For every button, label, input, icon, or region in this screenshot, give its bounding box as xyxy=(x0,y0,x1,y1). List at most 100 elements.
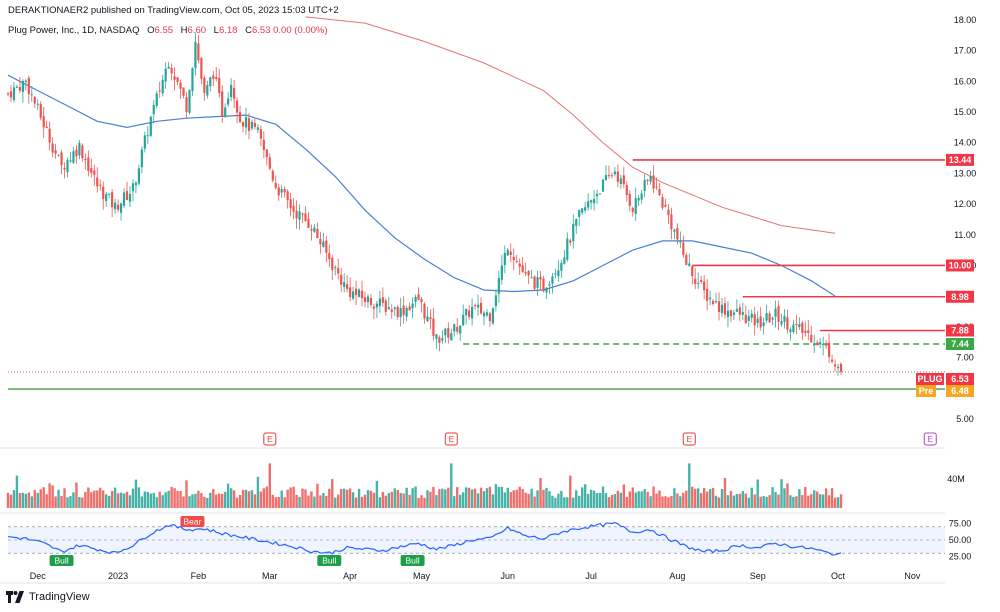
candle-body xyxy=(735,309,738,312)
volume-bar xyxy=(818,494,822,508)
volume-bar xyxy=(625,496,628,508)
earnings-marker[interactable]: E xyxy=(263,432,277,446)
volume-bar xyxy=(271,494,274,508)
candle-body xyxy=(619,178,622,185)
volume-bar xyxy=(283,497,286,508)
candle-body xyxy=(744,314,747,324)
candle-body xyxy=(753,314,756,326)
time-axis-tick: 2023 xyxy=(108,571,128,581)
candle-body xyxy=(711,300,715,304)
volume-bar xyxy=(664,496,667,508)
candle-body xyxy=(51,143,54,153)
volume-bar xyxy=(185,480,188,508)
candle-body xyxy=(399,308,402,318)
volume-bar xyxy=(691,486,694,508)
volume-bar xyxy=(289,487,292,508)
candle-body xyxy=(372,306,376,309)
candle-body xyxy=(15,86,19,88)
volume-bar xyxy=(453,496,456,508)
volume-bar xyxy=(137,487,141,508)
candle-body xyxy=(173,76,176,80)
candle-body xyxy=(610,175,614,177)
price-tag-bg xyxy=(946,373,974,385)
volume-bar xyxy=(467,487,471,508)
candle-body xyxy=(759,316,762,328)
volume-bar xyxy=(807,495,810,508)
low-label: L xyxy=(213,25,219,36)
volume-bar xyxy=(699,493,703,508)
volume-bar xyxy=(628,491,631,508)
volume-bar xyxy=(447,487,450,508)
candle-body xyxy=(453,324,456,332)
volume-bar xyxy=(732,495,736,508)
candle-body xyxy=(182,87,185,96)
candle-body xyxy=(828,342,831,357)
candle-body xyxy=(459,325,462,334)
volume-bar xyxy=(789,495,792,508)
candle-body xyxy=(789,329,792,333)
volume-bar xyxy=(503,492,507,508)
volume-bar xyxy=(524,492,527,508)
chart-background xyxy=(0,447,945,584)
volume-bar xyxy=(322,493,325,508)
candle-body xyxy=(682,242,685,255)
volume-bar xyxy=(830,488,834,508)
price-tag: 13.44 xyxy=(946,153,974,166)
candle-body xyxy=(105,193,108,202)
earnings-marker[interactable]: E xyxy=(682,432,696,446)
earnings-marker-box xyxy=(263,432,277,446)
candle-body xyxy=(283,188,286,193)
candle-body xyxy=(548,284,551,286)
candle-body xyxy=(185,97,188,113)
earnings-marker[interactable]: E xyxy=(444,432,458,446)
candle-body xyxy=(191,68,194,92)
candle-body xyxy=(587,201,590,208)
candle-body xyxy=(119,203,123,213)
price-tag-bg xyxy=(946,290,974,303)
volume-bar xyxy=(756,479,759,508)
candle-body xyxy=(346,284,349,290)
volume-bar xyxy=(435,495,438,508)
candle-body xyxy=(393,307,396,310)
candle-body xyxy=(780,321,783,325)
candle-body xyxy=(631,207,634,213)
candle-body xyxy=(378,298,381,306)
volume-bar xyxy=(307,495,310,508)
candle-body xyxy=(482,312,486,317)
candle-body xyxy=(21,81,24,93)
volume-bar xyxy=(206,497,209,508)
candle-body xyxy=(122,192,126,206)
candle-body xyxy=(155,93,158,106)
candle-body xyxy=(685,255,688,266)
candle-body xyxy=(99,184,102,186)
volume-bar xyxy=(679,496,682,508)
volume-bar xyxy=(765,496,768,508)
volume-bar xyxy=(256,476,260,508)
candle-body xyxy=(515,261,518,263)
candle-body xyxy=(816,342,819,346)
earnings-marker[interactable]: E xyxy=(923,432,937,446)
price-tag: 10.00 xyxy=(946,259,974,272)
volume-bar xyxy=(325,495,328,508)
price-tag-name-bg xyxy=(916,385,936,397)
candle-body xyxy=(250,121,254,129)
candle-body xyxy=(777,306,780,322)
candle-body xyxy=(703,281,706,291)
volume-bar xyxy=(432,486,435,508)
volume-bar xyxy=(161,495,164,508)
volume-bar xyxy=(438,489,441,508)
price-tag-bg xyxy=(946,338,974,350)
candle-body xyxy=(310,229,313,231)
candle-body xyxy=(149,116,152,136)
volume-bar xyxy=(357,488,361,508)
candle-body xyxy=(45,126,48,129)
volume-bar xyxy=(342,488,346,508)
horizontal-levels[interactable] xyxy=(8,159,945,390)
candle-body xyxy=(646,179,649,181)
volume-bar xyxy=(774,492,777,508)
candle-body xyxy=(664,204,667,207)
candle-body xyxy=(825,344,828,346)
volume-bar xyxy=(265,486,269,508)
